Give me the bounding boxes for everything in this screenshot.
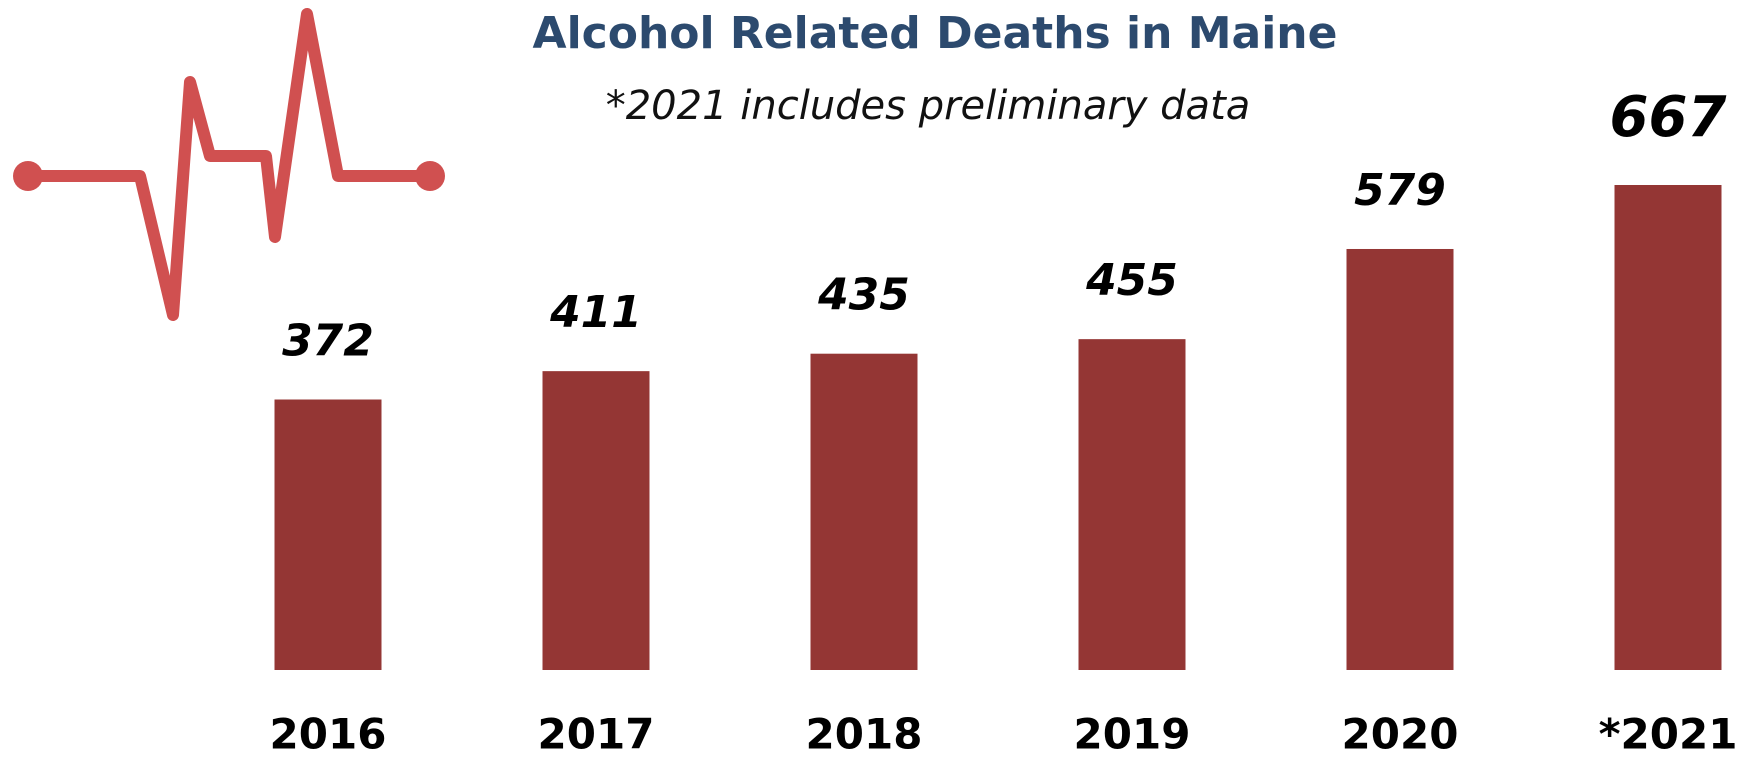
bar bbox=[1078, 339, 1186, 670]
bar bbox=[1346, 248, 1454, 670]
x-tick-label: 2019 bbox=[1074, 710, 1191, 759]
value-label: 455 bbox=[1085, 255, 1178, 306]
x-tick-label: 2017 bbox=[538, 710, 655, 759]
bar bbox=[274, 399, 382, 670]
x-tick-label: *2021 bbox=[1599, 710, 1738, 759]
chart-title: Alcohol Related Deaths in Maine bbox=[533, 8, 1338, 59]
heartbeat-line bbox=[22, 8, 436, 321]
x-tick-label: 2020 bbox=[1342, 710, 1459, 759]
bar bbox=[810, 353, 918, 670]
heartbeat-dot bbox=[415, 161, 445, 191]
bar bbox=[1614, 185, 1722, 670]
x-tick-label: 2016 bbox=[270, 710, 387, 759]
chart-subtitle: *2021 includes preliminary data bbox=[606, 83, 1251, 129]
heartbeat-dot bbox=[13, 161, 43, 191]
value-label: 579 bbox=[1354, 165, 1446, 216]
x-tick-label: 2018 bbox=[806, 710, 923, 759]
value-label: 667 bbox=[1610, 85, 1727, 150]
value-label: 435 bbox=[817, 270, 910, 321]
heartbeat-icon bbox=[13, 8, 445, 321]
bar bbox=[542, 371, 650, 670]
value-label: 372 bbox=[282, 316, 374, 367]
value-label: 411 bbox=[549, 287, 642, 338]
